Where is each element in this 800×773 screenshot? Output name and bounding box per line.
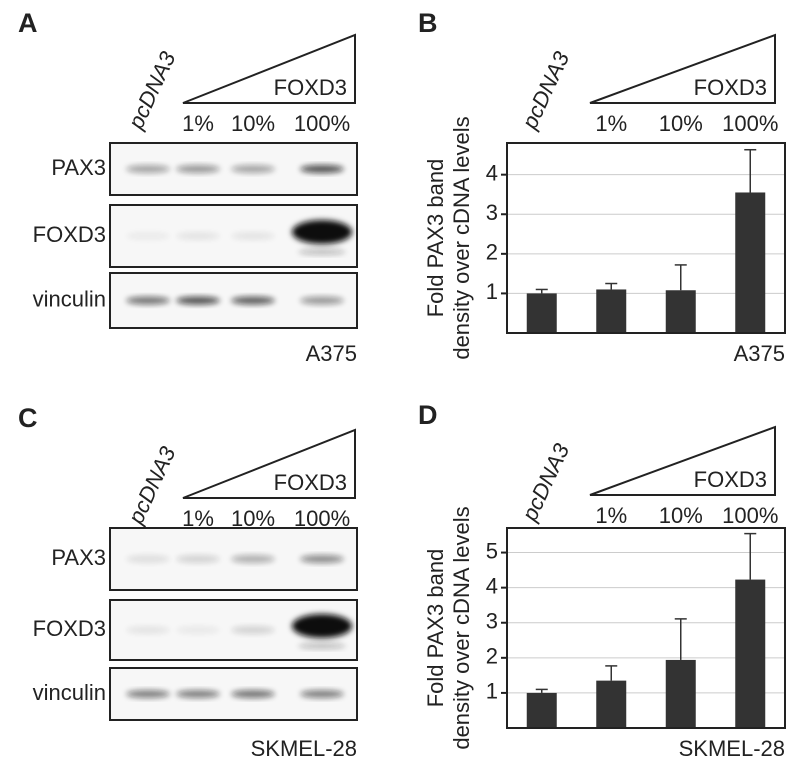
y-tick-label: 2: [486, 644, 498, 669]
blot-band: [298, 643, 346, 649]
blot-band: [231, 232, 275, 240]
y-tick-label: 4: [486, 573, 498, 598]
lane-label: pcDNA3: [516, 47, 574, 133]
lane-label: 1%: [595, 503, 627, 528]
panel-letter: A: [18, 8, 38, 38]
treatment-label: FOXD3: [694, 467, 767, 492]
blot-band: [126, 626, 170, 634]
lane-label: pcDNA3: [123, 47, 181, 133]
blot-band: [300, 165, 344, 173]
panel-letter: D: [418, 400, 438, 430]
lane-label: 100%: [722, 111, 778, 136]
treatment-label: FOXD3: [694, 75, 767, 100]
blot-band: [231, 555, 275, 563]
bar: [526, 293, 557, 333]
blot-band: [300, 690, 344, 698]
y-tick-label: 3: [486, 609, 498, 634]
row-label: vinculin: [33, 286, 106, 311]
lane-label: 100%: [294, 111, 350, 136]
row-label: PAX3: [51, 545, 106, 570]
treatment-label: FOXD3: [274, 470, 347, 495]
cell-line-label: SKMEL-28: [679, 736, 785, 761]
blot-band: [292, 220, 352, 244]
blot-band: [231, 165, 275, 173]
lane-label: 10%: [659, 111, 703, 136]
bar: [735, 192, 766, 333]
lane-label: 1%: [595, 111, 627, 136]
cell-line-label: SKMEL-28: [251, 736, 357, 761]
y-axis-label: Fold PAX3 band: [423, 159, 448, 318]
lane-label: 10%: [231, 506, 275, 531]
blot-band: [231, 296, 275, 305]
bar: [665, 290, 696, 333]
cell-line-label: A375: [306, 341, 357, 366]
blot-band: [126, 690, 170, 698]
blot-band: [126, 232, 170, 240]
blot-band: [176, 555, 220, 563]
y-axis-label: Fold PAX3 band: [423, 549, 448, 708]
lane-label: pcDNA3: [123, 442, 181, 528]
blot-band: [300, 555, 344, 563]
row-label: FOXD3: [33, 616, 106, 641]
bar: [596, 680, 627, 728]
y-tick-label: 3: [486, 200, 498, 225]
cell-line-label: A375: [734, 341, 785, 366]
blot-band: [231, 626, 275, 634]
y-tick-label: 4: [486, 160, 498, 185]
y-tick-label: 1: [486, 679, 498, 704]
blot-band: [176, 296, 220, 305]
bar: [665, 659, 696, 728]
y-tick-label: 5: [486, 538, 498, 563]
panel-letter: B: [418, 8, 438, 38]
blot-band: [231, 690, 275, 698]
blot-band: [298, 249, 346, 255]
lane-label: 1%: [182, 506, 214, 531]
blot-band: [176, 626, 220, 634]
y-axis-label: density over cDNA levels: [449, 506, 474, 749]
row-label: vinculin: [33, 680, 106, 705]
dose-triangle: [589, 33, 776, 104]
lane-label: 10%: [231, 111, 275, 136]
blot-band: [176, 165, 220, 173]
blot-band: [126, 165, 170, 173]
blot-band: [300, 296, 344, 305]
row-label: FOXD3: [33, 222, 106, 247]
lane-label: 100%: [722, 503, 778, 528]
bar: [596, 289, 627, 333]
blot-band: [176, 232, 220, 240]
blot-band: [126, 555, 170, 563]
treatment-label: FOXD3: [274, 75, 347, 100]
y-tick-label: 1: [486, 279, 498, 304]
lane-label: pcDNA3: [516, 439, 574, 525]
lane-label: 1%: [182, 111, 214, 136]
dose-triangle: [182, 428, 356, 499]
lane-label: 100%: [294, 506, 350, 531]
y-axis-label: density over cDNA levels: [449, 116, 474, 359]
blot-band: [176, 690, 220, 698]
plot-frame: [506, 527, 786, 729]
panel-letter: C: [18, 403, 38, 433]
lane-label: 10%: [659, 503, 703, 528]
dose-triangle: [182, 33, 356, 104]
row-label: PAX3: [51, 155, 106, 180]
bar: [526, 692, 557, 728]
plot-frame: [506, 142, 786, 334]
y-tick-label: 2: [486, 240, 498, 265]
bar: [735, 579, 766, 728]
dose-triangle: [589, 425, 776, 496]
blot-band: [292, 614, 352, 638]
blot-band: [126, 296, 170, 305]
